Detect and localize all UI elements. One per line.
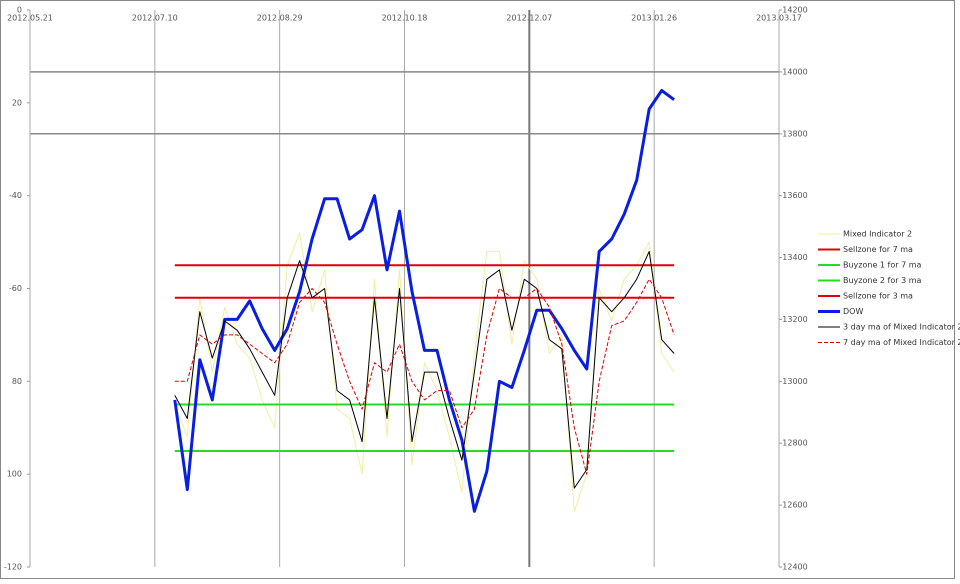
y-tick-label: -60	[9, 284, 22, 293]
y2-tick-label: 12800	[782, 439, 807, 448]
y-tick-label: -40	[9, 191, 22, 200]
legend-label: Buyzone 1 for 7 ma	[843, 261, 922, 270]
y2-tick-label: 12400	[782, 563, 807, 572]
legend-label: 3 day ma of Mixed Indicator 2	[843, 323, 960, 332]
y2-tick-label: 13400	[782, 253, 807, 262]
x-tick-label: 2013.03.17	[756, 14, 802, 23]
series-line	[174, 278, 675, 475]
y2-tick-label: 13000	[782, 377, 807, 386]
x-tick-label: 2012.07.10	[132, 14, 178, 23]
legend-label: Buyzone 2 for 3 ma	[843, 276, 922, 285]
legend-label: DOW	[843, 307, 863, 316]
series-line	[174, 250, 675, 489]
y2-tick-label: 14000	[782, 67, 807, 76]
y2-tick-label: 14200	[782, 6, 807, 15]
series-line	[173, 89, 675, 513]
y2-tick-label: 13800	[782, 129, 807, 138]
y-tick-label: -120	[4, 563, 22, 572]
legend-label: Mixed Indicator 2	[843, 230, 912, 239]
x-tick-label: 2012.10.18	[382, 14, 428, 23]
y2-tick-label: 13600	[782, 191, 807, 200]
y-tick-label: 0	[17, 6, 22, 15]
x-tick-label: 2012.12.07	[506, 14, 552, 23]
y2-tick-label: 13200	[782, 315, 807, 324]
y-tick-label: 80	[12, 377, 22, 386]
legend-label: Sellzone for 3 ma	[843, 292, 913, 301]
y-tick-label: 20	[12, 98, 22, 107]
y2-tick-label: 12600	[782, 501, 807, 510]
legend-label: 7 day ma of Mixed Indicator 2	[843, 338, 960, 347]
y-tick-label: 100	[7, 470, 22, 479]
x-tick-label: 2012.08.29	[257, 14, 303, 23]
x-tick-label: 2013.01.26	[631, 14, 677, 23]
legend-label: Sellzone for 7 ma	[843, 245, 913, 254]
